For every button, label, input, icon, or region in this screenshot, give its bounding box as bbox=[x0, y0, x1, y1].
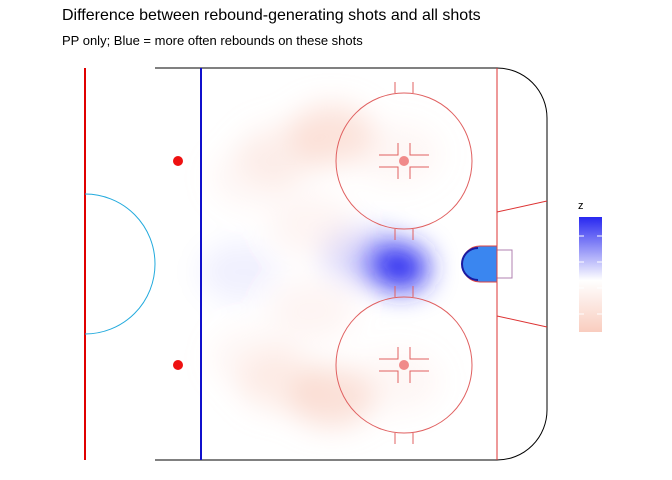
goal-net bbox=[496, 249, 513, 279]
chart-subtitle: PP only; Blue = more often rebounds on t… bbox=[62, 33, 363, 48]
goal-crease-edge bbox=[461, 247, 479, 281]
neutral-faceoff-dot-top bbox=[173, 156, 183, 166]
center-circle bbox=[84, 193, 156, 335]
trapezoid-line-top bbox=[496, 200, 548, 213]
chart-title: Difference between rebound-generating sh… bbox=[62, 7, 481, 24]
faceoff-circle-bottom bbox=[335, 286, 473, 444]
faceoff-dot-bottom bbox=[399, 360, 409, 370]
trapezoid-line-bottom bbox=[496, 315, 548, 328]
heat-blob-red bbox=[211, 147, 295, 208]
heat-blob-blue bbox=[199, 241, 284, 302]
rink-boards bbox=[155, 67, 548, 461]
heat-layer bbox=[199, 104, 441, 428]
legend-ticks bbox=[579, 235, 602, 315]
legend-colorbar bbox=[579, 217, 602, 332]
heat-blob-red bbox=[269, 194, 354, 255]
heat-blob-red bbox=[269, 281, 354, 342]
heat-blob-red bbox=[211, 328, 295, 389]
faceoff-circle-top bbox=[335, 82, 473, 240]
legend-title: z bbox=[578, 200, 584, 212]
neutral-faceoff-dot-bottom bbox=[173, 360, 183, 370]
faceoff-dot-top bbox=[399, 156, 409, 166]
